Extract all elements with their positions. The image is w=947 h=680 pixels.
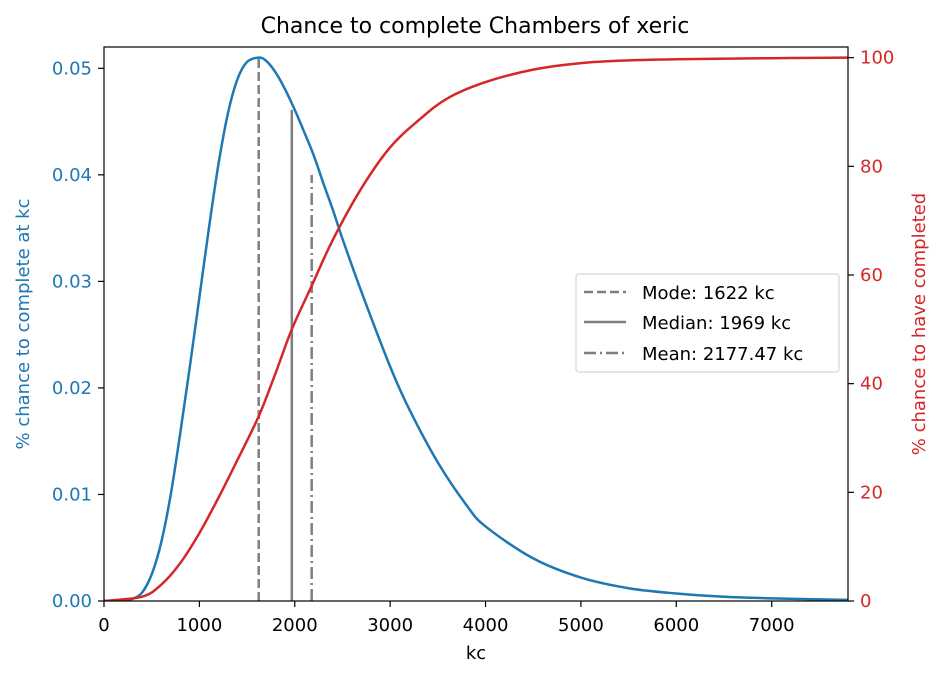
y-right-tick-label: 80	[860, 156, 883, 177]
x-axis: 0 1000 2000 3000 4000 5000 6000 7000	[98, 601, 795, 636]
series-line-left	[104, 56, 848, 601]
x-tick-label: 6000	[653, 615, 699, 636]
y-left-tick-label: 0.02	[52, 378, 92, 399]
x-tick-label: 5000	[558, 615, 604, 636]
legend-box	[575, 273, 840, 373]
series-line-right	[104, 56, 848, 601]
plot-area	[104, 56, 848, 601]
x-tick-label: 3000	[367, 615, 413, 636]
x-tick-label: 7000	[749, 615, 795, 636]
y-axis-left-label: % chance to complete at kc	[13, 199, 34, 450]
chart-title: Chance to complete Chambers of xeric	[261, 14, 690, 39]
legend-median-label: Median: 1969 kc	[642, 313, 791, 334]
y-left-tick-label: 0.05	[52, 58, 92, 79]
plot-frame	[103, 46, 849, 602]
x-tick-label: 1000	[176, 615, 222, 636]
y-axis-right: 0 20 40 60 80 100	[848, 48, 894, 612]
y-axis-left: 0.00 0.01 0.02 0.03 0.04 0.05	[52, 58, 104, 612]
x-tick-label: 0	[98, 615, 109, 636]
y-right-tick-label: 20	[860, 482, 883, 503]
x-tick-label: 4000	[463, 615, 509, 636]
legend-mode-label: Mode: 1622 kc	[642, 283, 775, 304]
y-left-tick-label: 0.01	[52, 484, 92, 505]
y-right-tick-label: 60	[860, 265, 883, 286]
x-tick-label: 2000	[272, 615, 318, 636]
y-right-tick-label: 100	[860, 48, 894, 69]
y-right-tick-label: 40	[860, 374, 883, 395]
legend: Mode: 1622 kc Median: 1969 kc Mean: 2177…	[575, 273, 840, 373]
y-left-tick-label: 0.04	[52, 165, 92, 186]
y-left-tick-label: 0.00	[52, 591, 92, 612]
x-axis-label: kc	[466, 643, 486, 664]
legend-mean-label: Mean: 2177.47 kc	[642, 344, 803, 365]
y-right-tick-label: 0	[860, 591, 871, 612]
y-left-tick-label: 0.03	[52, 271, 92, 292]
y-axis-right-label: % chance to have completed	[909, 193, 930, 455]
